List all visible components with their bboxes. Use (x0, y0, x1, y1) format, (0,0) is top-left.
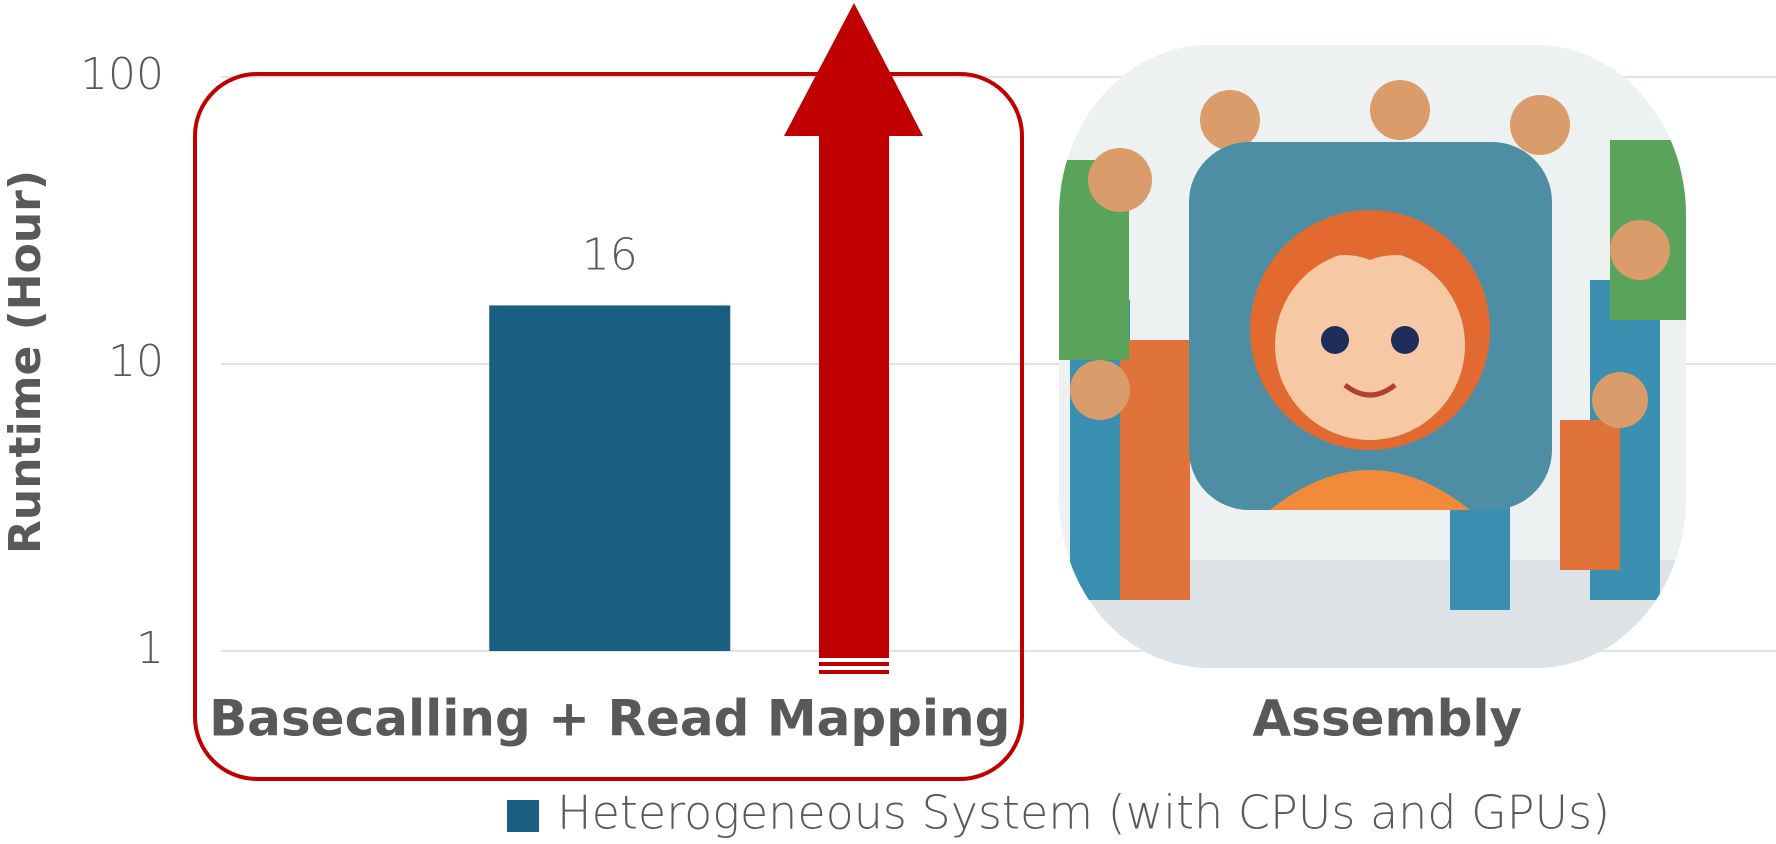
plot-area: 1 10 100 16 (80, 49, 1776, 674)
y-tick-label: 100 (80, 49, 164, 100)
x-tick-label: Basecalling + Read Mapping (209, 690, 1010, 748)
y-tick-label: 1 (136, 623, 164, 674)
data-label: 16 (582, 229, 638, 280)
arrow (784, 3, 923, 674)
x-tick-label: Assembly (1252, 690, 1522, 748)
y-axis-label: Runtime (Hour) (0, 170, 51, 554)
legend-swatch (507, 800, 539, 832)
legend-label: Heterogeneous System (with CPUs and GPUs… (557, 786, 1610, 840)
y-tick-label: 10 (108, 336, 164, 387)
bar (489, 305, 731, 651)
illustration (1059, 45, 1686, 668)
highlight-box (193, 72, 1024, 781)
